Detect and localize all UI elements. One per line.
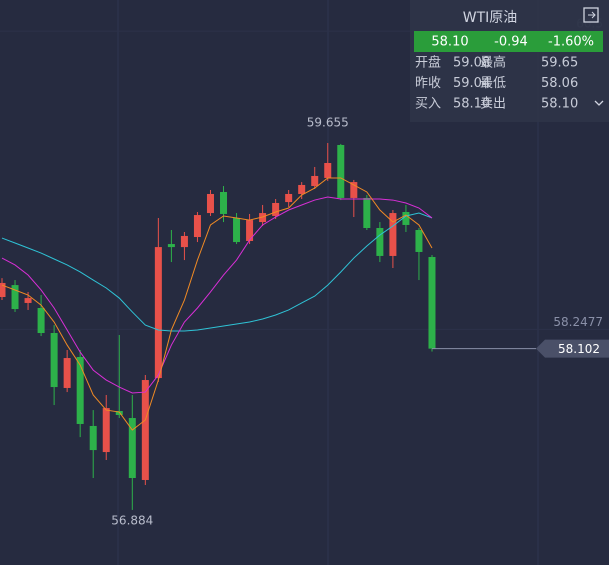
quote-change: -0.94 [494,35,528,50]
candle-body [428,257,436,349]
candle-body [376,228,384,256]
quote-value: 58.06 [541,76,578,91]
candle-body [154,247,162,379]
quote-label: 昨收 [415,76,441,91]
candle-body [350,182,358,198]
y-tick-label: 58.2477 [553,315,603,329]
quote-change-pct: -1.60% [548,35,594,50]
candle-body [24,298,32,303]
candle-body [180,235,188,248]
candle-body [63,358,71,388]
expand-icon[interactable] [594,100,604,106]
quote-label: 卖出 [480,97,506,112]
quote-title: WTI原油 [463,10,518,26]
last-price-label: 58.102 [558,342,600,356]
quote-value: 59.08 [453,56,490,71]
candle-body [285,193,293,203]
candle-body [337,144,345,198]
candle-body [37,307,45,334]
candle-body [193,215,201,238]
candle-body [89,425,97,451]
ma-line [1,212,433,332]
candle-body [389,213,397,256]
quote-price: 58.10 [431,35,468,50]
candle-body [259,213,267,223]
candle-body [324,162,332,178]
candle-body [246,220,254,241]
candle-body [128,418,136,479]
candle-body [167,244,175,248]
candle-body [272,202,280,216]
quote-label: 最高 [480,55,506,71]
candle-body [115,411,123,415]
ma-line [1,177,433,431]
quote-value: 59.65 [541,56,578,71]
quote-label: 最低 [480,76,506,91]
panel-bg [410,0,609,122]
candle-body [220,191,228,214]
candle-body [402,211,410,225]
high-label: 59.655 [307,116,349,130]
candle-body [102,408,110,453]
candle-body [233,217,241,243]
quote-value: 59.04 [453,76,490,91]
panel-icon-arrow [588,11,596,19]
candle-body [11,285,19,310]
candle-body [206,193,214,214]
low-label: 56.884 [111,513,153,527]
quote-label: 开盘 [415,55,441,71]
quote-value: 58.10 [453,97,490,112]
quote-bar [414,31,603,52]
candle-body [311,175,319,187]
quote-value: 58.10 [541,97,578,112]
candle-body [298,184,306,194]
candle-body [415,229,423,252]
quote-label: 买入 [415,97,441,112]
candle-body [141,380,149,480]
candle-body [50,333,58,388]
candle-body [0,282,6,297]
ma-line [1,196,433,394]
panel-icon[interactable] [583,7,599,23]
candle-body [363,197,371,229]
candle-body [76,356,84,424]
last-price-box [536,339,609,358]
